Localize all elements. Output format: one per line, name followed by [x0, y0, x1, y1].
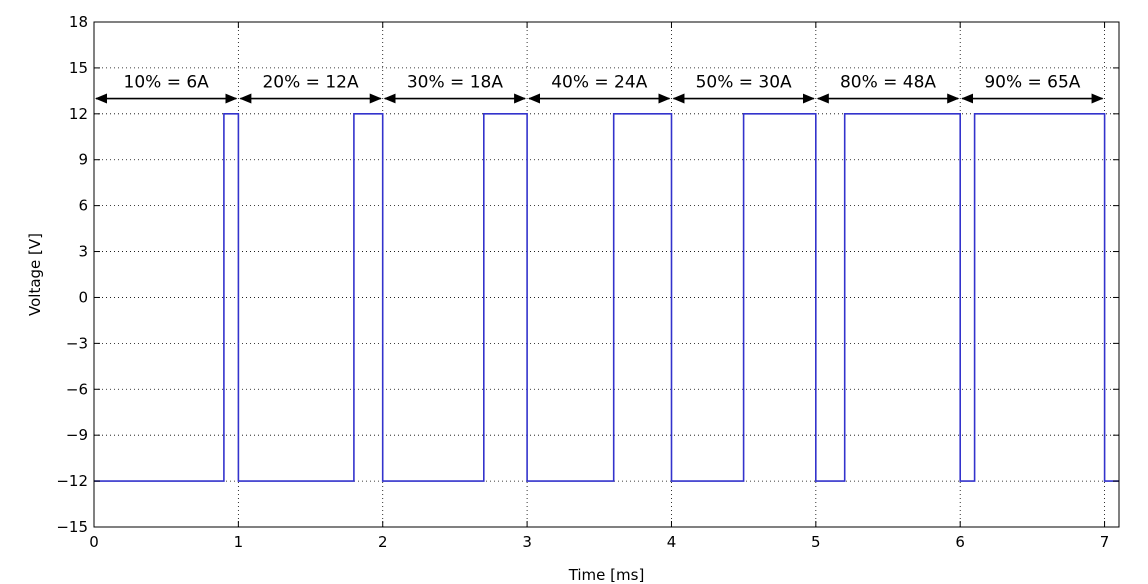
y-tick-label: −9 — [66, 426, 88, 444]
annotations-layer: 10% = 6A 20% = 12A 30% = 18A 40% = 24A 50% =… — [95, 73, 1104, 104]
duty-cycle-label: 40% = 24A — [551, 73, 647, 93]
x-tick-label: 5 — [811, 533, 821, 551]
series-layer — [94, 113, 1119, 482]
y-tick-label: −12 — [56, 472, 88, 490]
y-tick-label: 9 — [78, 151, 88, 169]
duty-cycle-label: 20% = 12A — [262, 73, 358, 93]
duty-cycle-label: 80% = 48A — [840, 73, 936, 93]
y-tick-label: 6 — [78, 197, 88, 215]
duty-cycle-label: 10% = 6A — [124, 73, 210, 93]
duty-cycle-label: 50% = 30A — [696, 73, 792, 93]
y-tick-label: 12 — [69, 105, 88, 123]
x-tick-label: 2 — [378, 533, 388, 551]
y-tick-label: 18 — [69, 13, 88, 31]
x-tick-label: 4 — [667, 533, 677, 551]
x-tick-label: 3 — [522, 533, 532, 551]
duty-cycle-label: 30% = 18A — [407, 73, 503, 93]
y-axis-label: Voltage [V] — [26, 233, 44, 316]
pwm-waveform-line — [94, 113, 1119, 482]
y-tick-label: −6 — [66, 380, 88, 398]
x-tick-label: 1 — [234, 533, 244, 551]
y-tick-label: −3 — [66, 334, 88, 352]
x-tick-label: 6 — [955, 533, 965, 551]
y-tick-label: 0 — [78, 288, 88, 306]
x-tick-label: 7 — [1100, 533, 1110, 551]
y-tick-label: −15 — [56, 518, 88, 536]
x-tick-label: 0 — [89, 533, 99, 551]
y-tick-label: 15 — [69, 59, 88, 77]
plot-area-frame — [93, 21, 1120, 528]
y-tick-label: 3 — [78, 243, 88, 261]
x-axis-label: Time [ms] — [568, 566, 645, 584]
duty-cycle-label: 90% = 65A — [984, 73, 1080, 93]
